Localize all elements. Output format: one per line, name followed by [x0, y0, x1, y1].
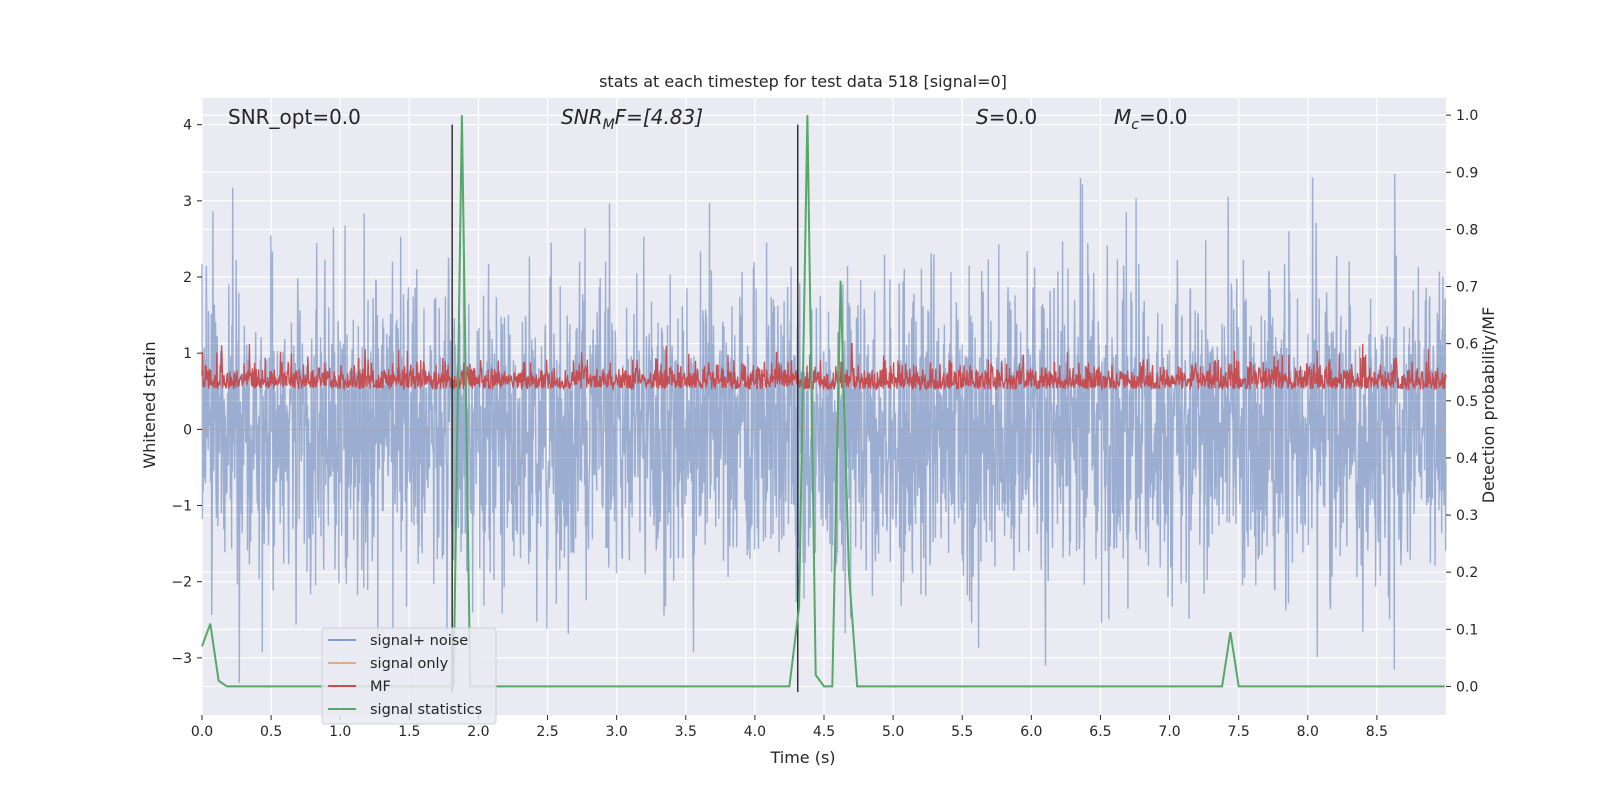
y-left-tick-label: 3: [183, 194, 192, 210]
x-tick-label: 6.0: [1020, 724, 1042, 740]
legend-label-signal-only: signal only: [370, 656, 449, 672]
y-right-tick-label: 0.1: [1456, 622, 1478, 638]
y-right-tick-label: 0.2: [1456, 565, 1478, 581]
legend-label-mf: MF: [370, 679, 391, 695]
x-tick-label: 6.5: [1089, 724, 1111, 740]
annotation-mc-main: M: [1114, 105, 1131, 129]
y-axis-left-label: Whitened strain: [140, 341, 159, 468]
x-tick-label: 8.0: [1297, 724, 1319, 740]
mf-series: [201, 343, 1447, 392]
legend-label-signal-statistics: signal statistics: [370, 702, 482, 718]
y-right-tick-label: 0.9: [1456, 165, 1478, 181]
y-left-tick-label: 1: [183, 346, 192, 362]
x-axis-label: Time (s): [769, 748, 835, 767]
annotation-snr-mf-main: SNR: [561, 105, 603, 129]
y-left-tick-label: 4: [183, 118, 192, 134]
x-tick-label: 7.0: [1158, 724, 1180, 740]
y-right-tick-label: 0.0: [1456, 679, 1478, 695]
y-right-tick-label: 0.4: [1456, 451, 1478, 467]
annotation-snr-mf-rest: F=[4.83]: [615, 105, 703, 129]
annotation-mc-rest: =0.0: [1139, 105, 1188, 129]
annotation-snr-mf-sub: M: [603, 117, 615, 133]
annotation-snr-mf: SNRMF=[4.83]: [561, 105, 703, 133]
x-tick-label: 1.0: [329, 724, 351, 740]
y-left-tick-label: −2: [171, 575, 192, 591]
y-left-tick-label: −1: [171, 499, 192, 515]
x-tick-label: 0.5: [260, 724, 282, 740]
y-left-tick-label: 2: [183, 270, 192, 286]
series-line-signal-statistics: [201, 115, 1445, 688]
series-line-mf: [201, 343, 1447, 392]
x-tick-label: 0.0: [191, 724, 213, 740]
chart-title: stats at each timestep for test data 518…: [599, 72, 1007, 91]
x-tick-label: 1.5: [398, 724, 420, 740]
x-tick-label: 5.5: [951, 724, 973, 740]
x-tick-label: 5.0: [882, 724, 904, 740]
x-tick-label: 2.0: [467, 724, 489, 740]
y-right-tick-label: 0.5: [1456, 394, 1478, 410]
y-right-tick-label: 0.7: [1456, 280, 1478, 296]
y-left-tick-label: −3: [171, 651, 192, 667]
x-tick-label: 2.5: [536, 724, 558, 740]
signal-statistics-series: [201, 115, 1445, 688]
x-tick-label: 4.0: [744, 724, 766, 740]
series-line-signal-noise: [201, 173, 1447, 683]
y-left-tick-label: 0: [183, 422, 192, 438]
legend-box: [321, 627, 497, 725]
annotation-mc: Mc=0.0: [1114, 105, 1188, 133]
axes: 0.0 0.5 1.0 1.5 2.0 2.5 3.0 3.5 4.0 4.5 5.0 5.5 6.0 6…: [171, 108, 1478, 740]
annotation-s-rest: =0.0: [989, 105, 1038, 129]
y-axis-right-label: Detection probability/MF: [1479, 307, 1498, 504]
x-tick-label: 4.5: [813, 724, 835, 740]
y-right-tick-label: 0.3: [1456, 508, 1478, 524]
event-markers: [451, 124, 799, 693]
annotation-mc-sub: c: [1131, 117, 1139, 133]
signal-noise-series: [201, 173, 1447, 683]
legend: signal+ noise signal only MF signal stat…: [321, 627, 497, 725]
x-tick-label: 3.0: [606, 724, 628, 740]
x-tick-label: 8.5: [1366, 724, 1388, 740]
y-right-tick-label: 1.0: [1456, 108, 1478, 124]
annotation-s-italic: S: [976, 105, 989, 129]
legend-label-signal-noise: signal+ noise: [370, 633, 468, 649]
annotation-snr-opt: SNR_opt=0.0: [228, 105, 361, 129]
y-right-tick-label: 0.6: [1456, 337, 1478, 353]
y-right-tick-label: 0.8: [1456, 222, 1478, 238]
x-tick-label: 7.5: [1228, 724, 1250, 740]
x-tick-label: 3.5: [675, 724, 697, 740]
annotation-s: S=0.0: [976, 105, 1037, 129]
